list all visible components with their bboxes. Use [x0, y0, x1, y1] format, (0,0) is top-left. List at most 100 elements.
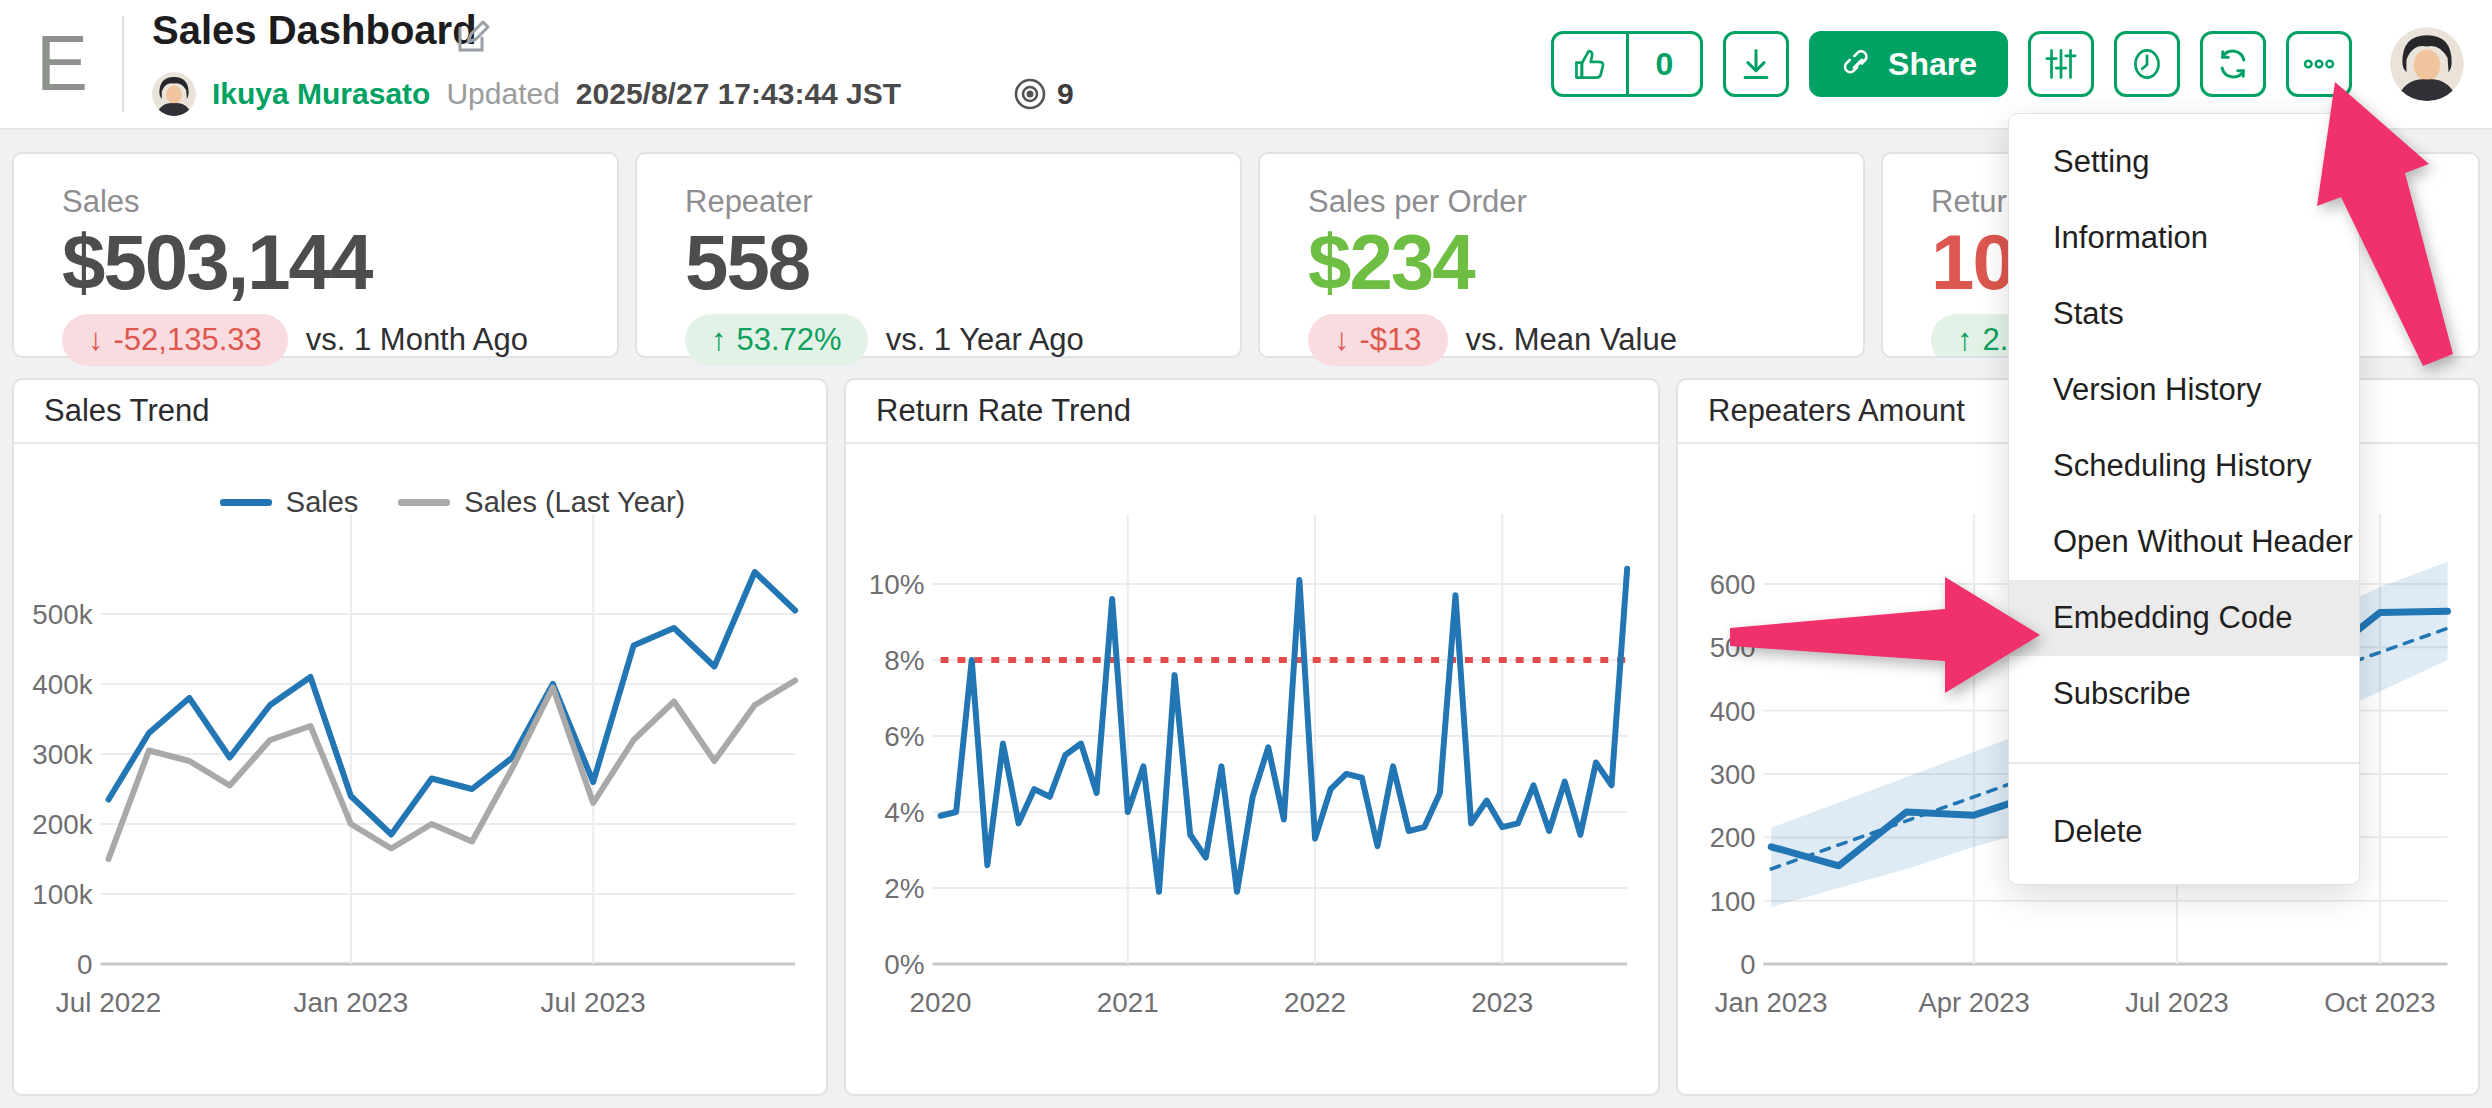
svg-text:4%: 4% [884, 797, 924, 828]
like-button-group[interactable]: 0 [1551, 31, 1703, 97]
kpi-card-sales: Sales $503,144 ↓ -52,135.33 vs. 1 Month … [12, 152, 619, 358]
kpi-card-sales-per-order: Sales per Order $234 ↓ -$13 vs. Mean Val… [1258, 152, 1865, 358]
dashboard-meta: Ikuya Murasato Updated 2025/8/27 17:43:4… [152, 72, 1074, 116]
kpi-change-badge: ↓ -52,135.33 [62, 314, 288, 366]
user-avatar[interactable] [2390, 27, 2464, 101]
chart-card-return-rate-trend: Return Rate Trend 0% 2% 4% 6% 8% 10% 2020 2021 2… [844, 378, 1660, 1096]
svg-text:500k: 500k [32, 599, 92, 630]
svg-text:2020: 2020 [910, 987, 972, 1018]
link-icon [1840, 46, 1876, 82]
arrow-up-icon: ↑ [1957, 322, 1973, 358]
svg-text:Jul 2022: Jul 2022 [56, 987, 161, 1018]
ellipsis-icon [2299, 44, 2339, 84]
svg-text:0%: 0% [884, 949, 924, 980]
menu-item-version-history[interactable]: Version History [2009, 352, 2359, 428]
more-options-menu: Setting Information Stats Version Histor… [2008, 113, 2360, 885]
kpi-label: Sales [62, 184, 617, 220]
header-toolbar: 0 Share [1551, 30, 2464, 98]
kpi-comparison: vs. Mean Value [1466, 322, 1677, 358]
svg-text:2023: 2023 [1471, 987, 1533, 1018]
svg-text:Jan 2023: Jan 2023 [294, 987, 409, 1018]
arrow-down-icon: ↓ [88, 322, 104, 358]
more-options-button[interactable] [2286, 31, 2352, 97]
eye-icon [1013, 77, 1047, 111]
menu-item-subscribe[interactable]: Subscribe [2009, 656, 2359, 732]
kpi-comparison: vs. 1 Month Ago [306, 322, 528, 358]
return-rate-trend-plot: 0% 2% 4% 6% 8% 10% 2020 2021 2022 2023 [846, 444, 1658, 1094]
arrow-down-icon: ↓ [1334, 322, 1350, 358]
svg-text:Apr 2023: Apr 2023 [1918, 987, 2029, 1018]
menu-item-stats[interactable]: Stats [2009, 276, 2359, 352]
chart-title: Sales Trend [14, 380, 826, 444]
kpi-label: Sales per Order [1308, 184, 1863, 220]
view-counter: 9 [1013, 77, 1074, 111]
refresh-icon [2214, 45, 2252, 83]
kpi-card-repeater: Repeater 558 ↑ 53.72% vs. 1 Year Ago [635, 152, 1242, 358]
parameters-button[interactable] [2028, 31, 2094, 97]
menu-item-setting[interactable]: Setting [2009, 124, 2359, 200]
download-icon [1737, 45, 1775, 83]
svg-text:2021: 2021 [1097, 987, 1159, 1018]
svg-text:400: 400 [1710, 695, 1756, 726]
chart-title: Return Rate Trend [846, 380, 1658, 444]
page-title: Sales Dashboard [152, 8, 477, 53]
kpi-value: $234 [1308, 222, 1863, 304]
menu-item-open-without-header[interactable]: Open Without Header [2009, 504, 2359, 580]
svg-text:Jan 2023: Jan 2023 [1715, 987, 1828, 1018]
schedule-button[interactable] [2114, 31, 2180, 97]
svg-text:2%: 2% [884, 873, 924, 904]
kpi-change-badge: ↑ 53.72% [685, 314, 868, 366]
menu-item-delete[interactable]: Delete [2009, 794, 2359, 870]
legend-swatch-blue [220, 499, 272, 506]
author-avatar[interactable] [152, 72, 196, 116]
svg-text:0: 0 [77, 949, 92, 980]
like-count[interactable]: 0 [1629, 34, 1701, 94]
legend-item-sales: Sales [220, 486, 359, 519]
chart-legend: Sales Sales (Last Year) [109, 486, 796, 519]
kpi-label: Repeater [685, 184, 1240, 220]
updated-label: Updated [446, 77, 559, 111]
app-header: E Sales Dashboard Ikuya Murasato Updated… [0, 0, 2492, 130]
menu-item-information[interactable]: Information [2009, 200, 2359, 276]
svg-text:Jul 2023: Jul 2023 [2125, 987, 2229, 1018]
menu-item-scheduling-history[interactable]: Scheduling History [2009, 428, 2359, 504]
download-button[interactable] [1723, 31, 1789, 97]
share-button[interactable]: Share [1809, 31, 2008, 97]
kpi-comparison: vs. 1 Year Ago [886, 322, 1084, 358]
legend-swatch-gray [398, 499, 450, 506]
svg-text:Jul 2023: Jul 2023 [541, 987, 646, 1018]
chart-card-sales-trend: Sales Trend 0 100k 200k 300k 400k 500k Jul 202… [12, 378, 828, 1096]
updated-timestamp: 2025/8/27 17:43:44 JST [576, 77, 901, 111]
author-name[interactable]: Ikuya Murasato [212, 77, 430, 111]
edit-title-icon[interactable] [452, 16, 492, 56]
svg-text:100k: 100k [32, 879, 92, 910]
svg-text:2022: 2022 [1284, 987, 1346, 1018]
svg-text:600: 600 [1710, 569, 1756, 600]
app-logo[interactable]: E [36, 18, 88, 109]
kpi-value: $503,144 [62, 222, 617, 304]
menu-divider [2009, 762, 2359, 764]
svg-text:300: 300 [1710, 759, 1756, 790]
arrow-up-icon: ↑ [711, 322, 727, 358]
svg-text:500: 500 [1710, 632, 1756, 663]
menu-item-embedding-code[interactable]: Embedding Code [2009, 580, 2359, 656]
thumbs-up-icon[interactable] [1554, 34, 1626, 94]
share-label: Share [1888, 46, 1977, 83]
legend-item-sales-last-year: Sales (Last Year) [398, 486, 685, 519]
kpi-value: 558 [685, 222, 1240, 304]
svg-text:200k: 200k [32, 809, 92, 840]
header-divider [122, 16, 124, 112]
svg-text:300k: 300k [32, 739, 92, 770]
sales-trend-plot: 0 100k 200k 300k 400k 500k Jul 2022 Jan 2023 Jul… [14, 444, 826, 1094]
refresh-button[interactable] [2200, 31, 2266, 97]
svg-text:6%: 6% [884, 721, 924, 752]
svg-text:10%: 10% [869, 569, 925, 600]
svg-text:200: 200 [1710, 822, 1756, 853]
view-count: 9 [1057, 77, 1074, 111]
svg-text:Oct 2023: Oct 2023 [2324, 987, 2435, 1018]
svg-text:400k: 400k [32, 669, 92, 700]
svg-text:8%: 8% [884, 645, 924, 676]
svg-text:100: 100 [1710, 885, 1756, 916]
clock-icon [2128, 45, 2166, 83]
svg-text:0: 0 [1740, 949, 1755, 980]
